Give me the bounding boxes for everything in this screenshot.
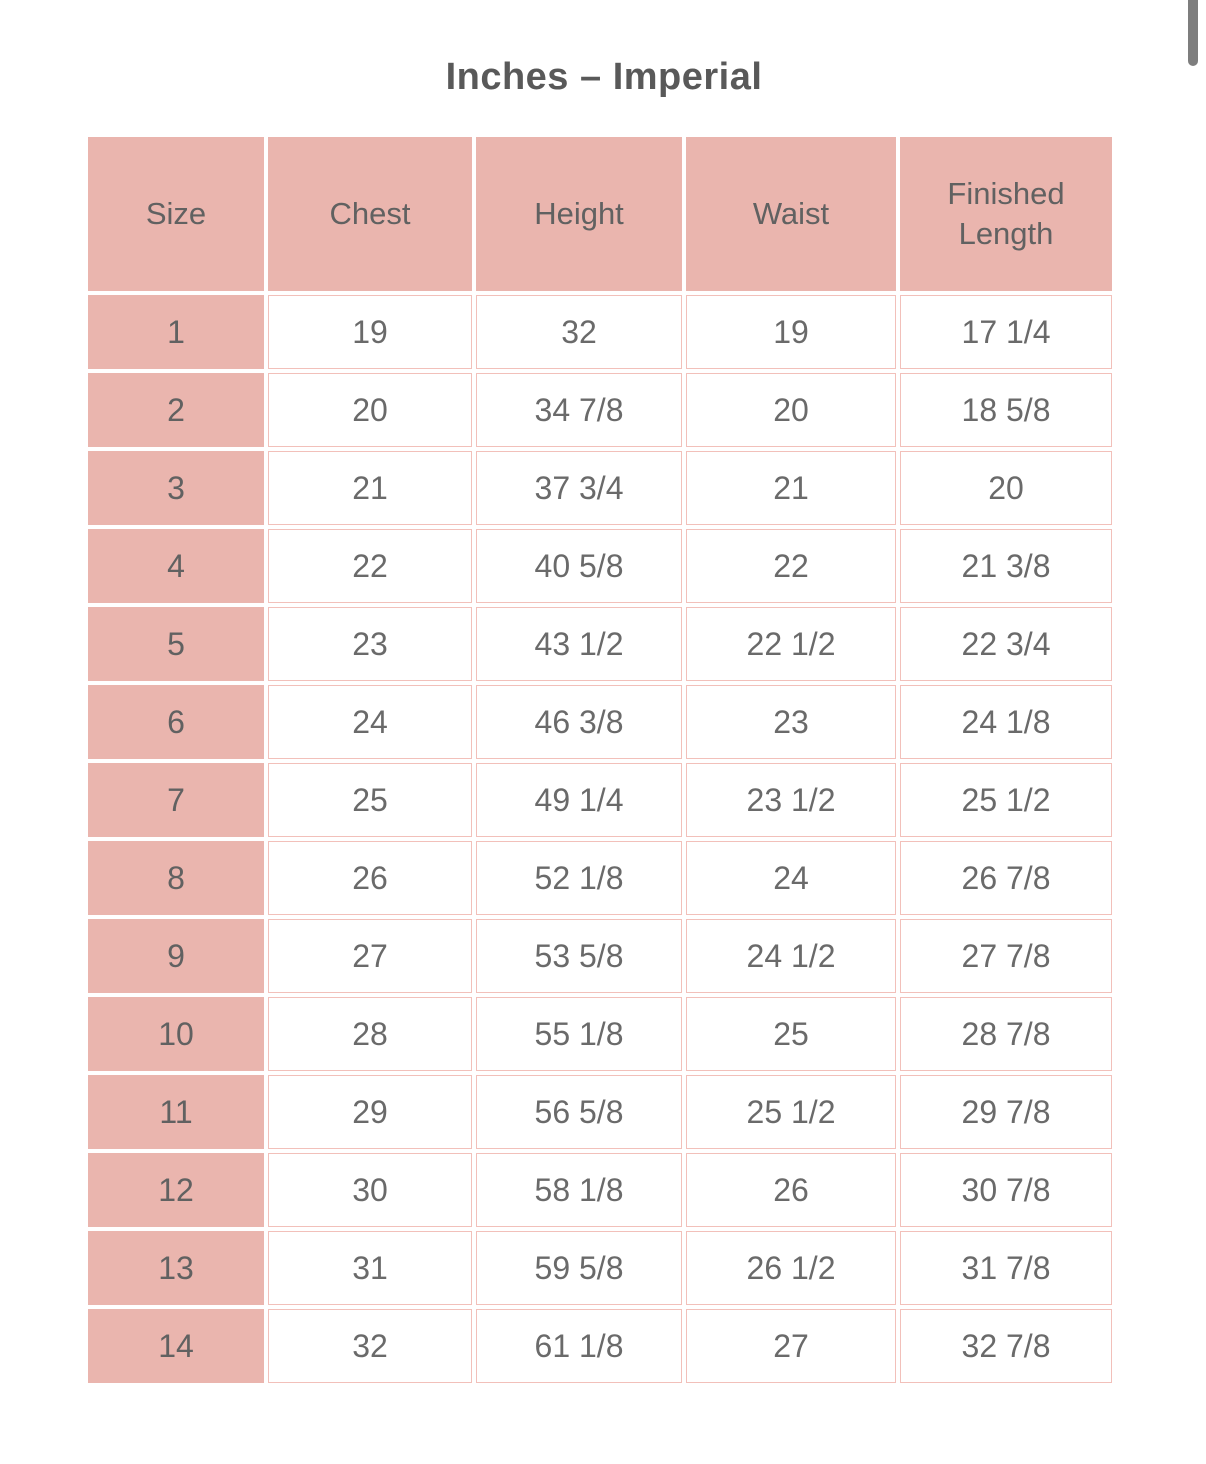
value-cell: 56 5/8 <box>476 1075 682 1149</box>
value-cell: 22 <box>268 529 472 603</box>
header-cell-chest: Chest <box>268 137 472 291</box>
table-row: 1 19 32 19 17 1/4 <box>88 295 1112 369</box>
value-cell: 34 7/8 <box>476 373 682 447</box>
value-cell: 24 1/2 <box>686 919 896 993</box>
value-cell: 26 7/8 <box>900 841 1112 915</box>
value-cell: 23 1/2 <box>686 763 896 837</box>
size-cell: 12 <box>88 1153 264 1227</box>
value-cell: 31 7/8 <box>900 1231 1112 1305</box>
page-title: Inches – Imperial <box>445 56 763 98</box>
value-cell: 23 <box>686 685 896 759</box>
size-cell: 10 <box>88 997 264 1071</box>
header-cell-size: Size <box>88 137 264 291</box>
size-chart-table: Size Chest Height Waist Finished Length 1 19 3… <box>84 133 1116 1387</box>
header-row: Size Chest Height Waist Finished Length <box>88 137 1112 291</box>
table-header: Size Chest Height Waist Finished Length <box>88 137 1112 291</box>
value-cell: 28 7/8 <box>900 997 1112 1071</box>
value-cell: 58 1/8 <box>476 1153 682 1227</box>
table-row: 8 26 52 1/8 24 26 7/8 <box>88 841 1112 915</box>
value-cell: 26 <box>686 1153 896 1227</box>
value-cell: 32 7/8 <box>900 1309 1112 1383</box>
size-cell: 6 <box>88 685 264 759</box>
header-cell-waist: Waist <box>686 137 896 291</box>
value-cell: 19 <box>686 295 896 369</box>
size-cell: 3 <box>88 451 264 525</box>
value-cell: 18 5/8 <box>900 373 1112 447</box>
value-cell: 30 7/8 <box>900 1153 1112 1227</box>
value-cell: 28 <box>268 997 472 1071</box>
table-row: 10 28 55 1/8 25 28 7/8 <box>88 997 1112 1071</box>
size-cell: 1 <box>88 295 264 369</box>
table-row: 7 25 49 1/4 23 1/2 25 1/2 <box>88 763 1112 837</box>
header-cell-finished-length: Finished Length <box>900 137 1112 291</box>
size-cell: 2 <box>88 373 264 447</box>
value-cell: 30 <box>268 1153 472 1227</box>
value-cell: 32 <box>476 295 682 369</box>
value-cell: 22 3/4 <box>900 607 1112 681</box>
value-cell: 25 1/2 <box>686 1075 896 1149</box>
value-cell: 20 <box>686 373 896 447</box>
value-cell: 53 5/8 <box>476 919 682 993</box>
value-cell: 27 <box>268 919 472 993</box>
header-cell-height: Height <box>476 137 682 291</box>
size-cell: 9 <box>88 919 264 993</box>
table-row: 11 29 56 5/8 25 1/2 29 7/8 <box>88 1075 1112 1149</box>
value-cell: 26 1/2 <box>686 1231 896 1305</box>
table-row: 14 32 61 1/8 27 32 7/8 <box>88 1309 1112 1383</box>
table-row: 3 21 37 3/4 21 20 <box>88 451 1112 525</box>
value-cell: 20 <box>268 373 472 447</box>
value-cell: 24 <box>268 685 472 759</box>
size-cell: 5 <box>88 607 264 681</box>
value-cell: 21 3/8 <box>900 529 1112 603</box>
value-cell: 43 1/2 <box>476 607 682 681</box>
value-cell: 59 5/8 <box>476 1231 682 1305</box>
value-cell: 49 1/4 <box>476 763 682 837</box>
table-row: 13 31 59 5/8 26 1/2 31 7/8 <box>88 1231 1112 1305</box>
value-cell: 26 <box>268 841 472 915</box>
value-cell: 55 1/8 <box>476 997 682 1071</box>
value-cell: 20 <box>900 451 1112 525</box>
table-row: 12 30 58 1/8 26 30 7/8 <box>88 1153 1112 1227</box>
value-cell: 24 1/8 <box>900 685 1112 759</box>
value-cell: 25 <box>268 763 472 837</box>
scrollbar-thumb[interactable] <box>1188 0 1198 66</box>
value-cell: 46 3/8 <box>476 685 682 759</box>
value-cell: 27 7/8 <box>900 919 1112 993</box>
value-cell: 25 <box>686 997 896 1071</box>
value-cell: 61 1/8 <box>476 1309 682 1383</box>
value-cell: 29 7/8 <box>900 1075 1112 1149</box>
value-cell: 21 <box>268 451 472 525</box>
size-cell: 14 <box>88 1309 264 1383</box>
size-cell: 7 <box>88 763 264 837</box>
table-row: 4 22 40 5/8 22 21 3/8 <box>88 529 1112 603</box>
value-cell: 23 <box>268 607 472 681</box>
value-cell: 52 1/8 <box>476 841 682 915</box>
value-cell: 22 <box>686 529 896 603</box>
value-cell: 37 3/4 <box>476 451 682 525</box>
value-cell: 31 <box>268 1231 472 1305</box>
value-cell: 27 <box>686 1309 896 1383</box>
size-cell: 13 <box>88 1231 264 1305</box>
value-cell: 29 <box>268 1075 472 1149</box>
size-cell: 4 <box>88 529 264 603</box>
size-cell: 11 <box>88 1075 264 1149</box>
value-cell: 19 <box>268 295 472 369</box>
value-cell: 32 <box>268 1309 472 1383</box>
size-cell: 8 <box>88 841 264 915</box>
value-cell: 40 5/8 <box>476 529 682 603</box>
table-row: 2 20 34 7/8 20 18 5/8 <box>88 373 1112 447</box>
value-cell: 17 1/4 <box>900 295 1112 369</box>
value-cell: 25 1/2 <box>900 763 1112 837</box>
table-body: 1 19 32 19 17 1/4 2 20 34 7/8 20 18 5/8 3 21 37 3/4 2… <box>88 295 1112 1383</box>
value-cell: 21 <box>686 451 896 525</box>
table-row: 5 23 43 1/2 22 1/2 22 3/4 <box>88 607 1112 681</box>
value-cell: 22 1/2 <box>686 607 896 681</box>
table-row: 6 24 46 3/8 23 24 1/8 <box>88 685 1112 759</box>
table-row: 9 27 53 5/8 24 1/2 27 7/8 <box>88 919 1112 993</box>
value-cell: 24 <box>686 841 896 915</box>
